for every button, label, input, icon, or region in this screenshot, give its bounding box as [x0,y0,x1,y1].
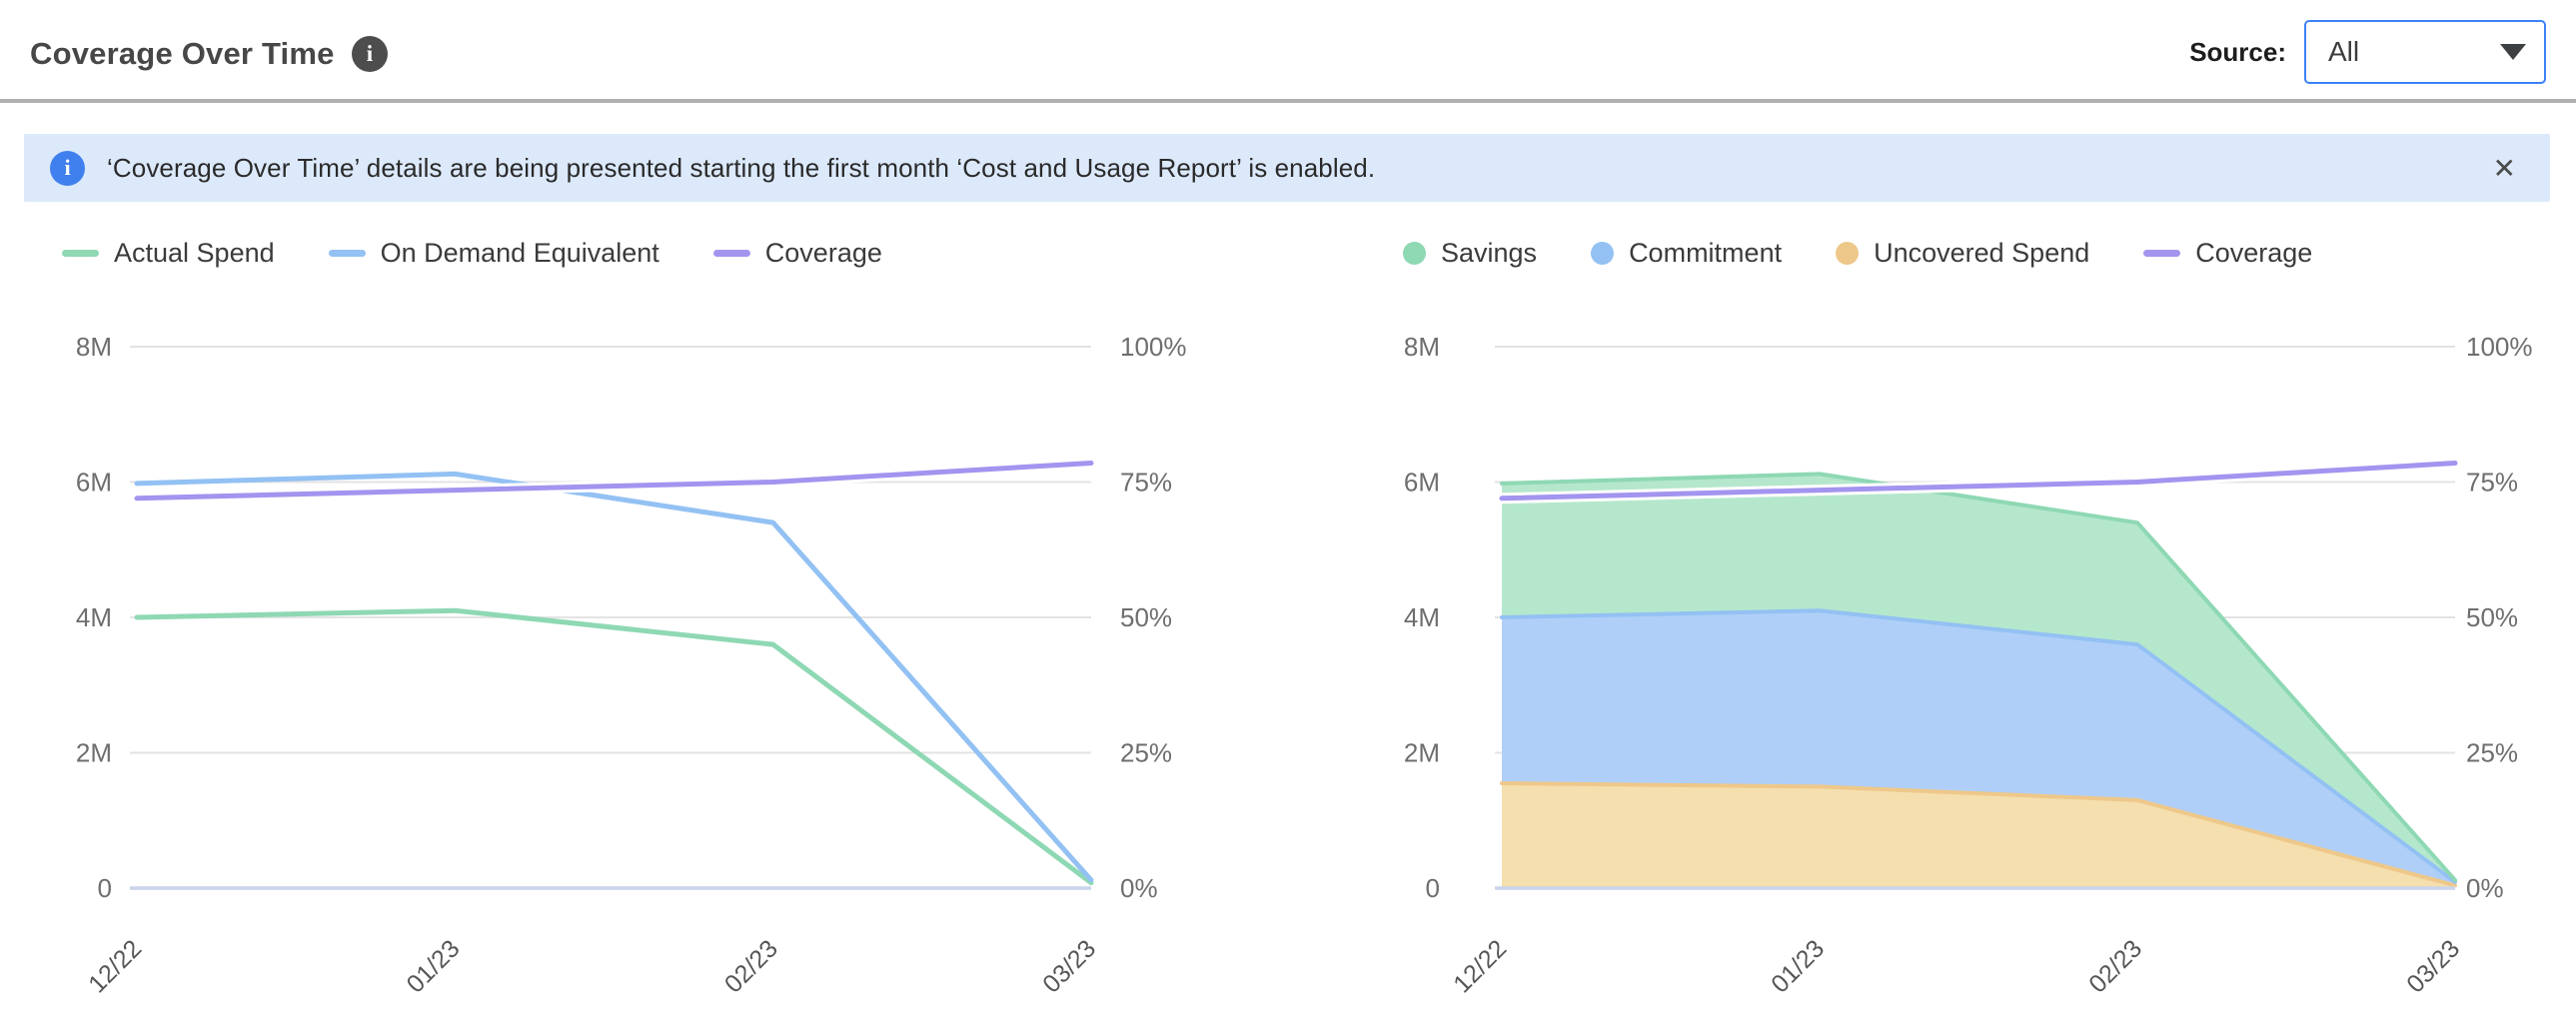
x-axis-label: 02/23 [719,934,783,998]
x-axis-label: 03/23 [1037,934,1101,998]
percent-axis-label: 50% [1120,602,1172,632]
x-axis-label: 02/23 [2083,934,2147,998]
legend-swatch-coverage [712,250,750,257]
legend-label: Actual Spend [114,238,275,268]
area-savings [1502,474,2455,882]
percent-axis-label: 25% [2466,738,2518,768]
x-axis-label: 01/23 [1766,934,1830,998]
legend-swatch-actual-spend [62,250,99,257]
percent-axis-label: 50% [2466,602,2518,632]
source-dropdown[interactable]: All [2304,20,2546,84]
x-axis-label: 12/22 [1448,934,1512,998]
page-title: Coverage Over Time [30,36,335,71]
x-axis-label: 03/23 [2401,934,2465,998]
percent-axis-label: 75% [1120,468,1172,498]
legend-item-coverage[interactable]: Coverage [712,238,882,269]
line-coverage [1499,461,2458,502]
legend-item-uncovered-spend[interactable]: Uncovered Spend [1836,238,2089,269]
area-edge-commitment [1500,608,2457,884]
percent-axis-label: 75% [2466,468,2518,498]
legend-label: On Demand Equivalent [380,238,659,268]
legend-swatch-commitment [1591,242,1615,265]
legend-swatch-coverage [2143,250,2181,257]
legend-label: Coverage [2195,238,2313,268]
legend-label: Commitment [1629,238,1783,268]
legend-swatch-on-demand-equivalent [328,250,366,257]
info-icon[interactable]: i [352,36,388,72]
line-coverage [134,461,1094,502]
y-axis-label: 6M [76,468,112,498]
legend-swatch-uncovered-spend [1836,242,1860,265]
legend-item-on-demand-equivalent[interactable]: On Demand Equivalent [328,238,659,269]
percent-axis-label: 25% [1120,738,1172,768]
coverage-stacked-area-chart: 8M 100% 6M 75% 4M 50% 2M 25% 0 0% 12/22 01/23 02/23 0… [1404,332,2533,998]
y-axis-label: 8M [76,332,112,362]
legend-item-coverage[interactable]: Coverage [2143,238,2312,269]
y-axis-label: 8M [1404,332,1440,362]
x-axis-label: 01/23 [402,934,466,998]
coverage-line-chart: 8M 100% 6M 75% 4M 50% 2M 25% 0 0% 12/22 01/23 02/23 0… [76,332,1187,998]
y-axis-label: 2M [1404,738,1440,768]
legend-label: Coverage [764,238,882,268]
y-axis-label: 4M [1404,602,1440,632]
y-axis-label: 4M [76,602,112,632]
line-actual-spend [134,607,1094,886]
legend-item-actual-spend[interactable]: Actual Spend [62,238,275,269]
line-on-demand-equivalent [134,471,1094,883]
area-edge-uncovered-spend [1500,781,2457,888]
source-label: Source: [2189,36,2286,67]
close-icon[interactable]: ✕ [2485,134,2524,202]
source-selected-value: All [2328,36,2360,67]
line-chart-legend: Actual Spend On Demand Equivalent Coverage [62,238,882,269]
info-banner: i ‘Coverage Over Time’ details are being… [24,134,2550,202]
chevron-down-icon [2500,44,2526,60]
banner-message: ‘Coverage Over Time’ details are being p… [107,152,1376,183]
legend-label: Uncovered Spend [1874,238,2090,268]
legend-item-savings[interactable]: Savings [1403,238,1537,269]
legend-label: Savings [1441,238,1538,268]
header-divider [0,99,2576,103]
y-axis-label: 0 [98,873,112,903]
legend-swatch-savings [1403,242,1426,265]
percent-axis-label: 0% [2466,873,2504,903]
area-chart-legend: Savings Commitment Uncovered Spend Coverage [1403,238,2312,269]
legend-item-commitment[interactable]: Commitment [1591,238,1782,269]
y-axis-label: 2M [76,738,112,768]
area-uncovered-spend [1502,783,2455,888]
y-axis-label: 6M [1404,468,1440,498]
y-axis-label: 0 [1426,873,1440,903]
area-edge-savings [1500,472,2457,882]
source-filter: Source: All [2189,20,2546,84]
area-commitment [1502,610,2455,886]
percent-axis-label: 0% [1120,873,1158,903]
percent-axis-label: 100% [2466,332,2533,362]
x-axis-label: 12/22 [83,934,147,998]
banner-info-icon: i [50,150,85,186]
percent-axis-label: 100% [1120,332,1187,362]
